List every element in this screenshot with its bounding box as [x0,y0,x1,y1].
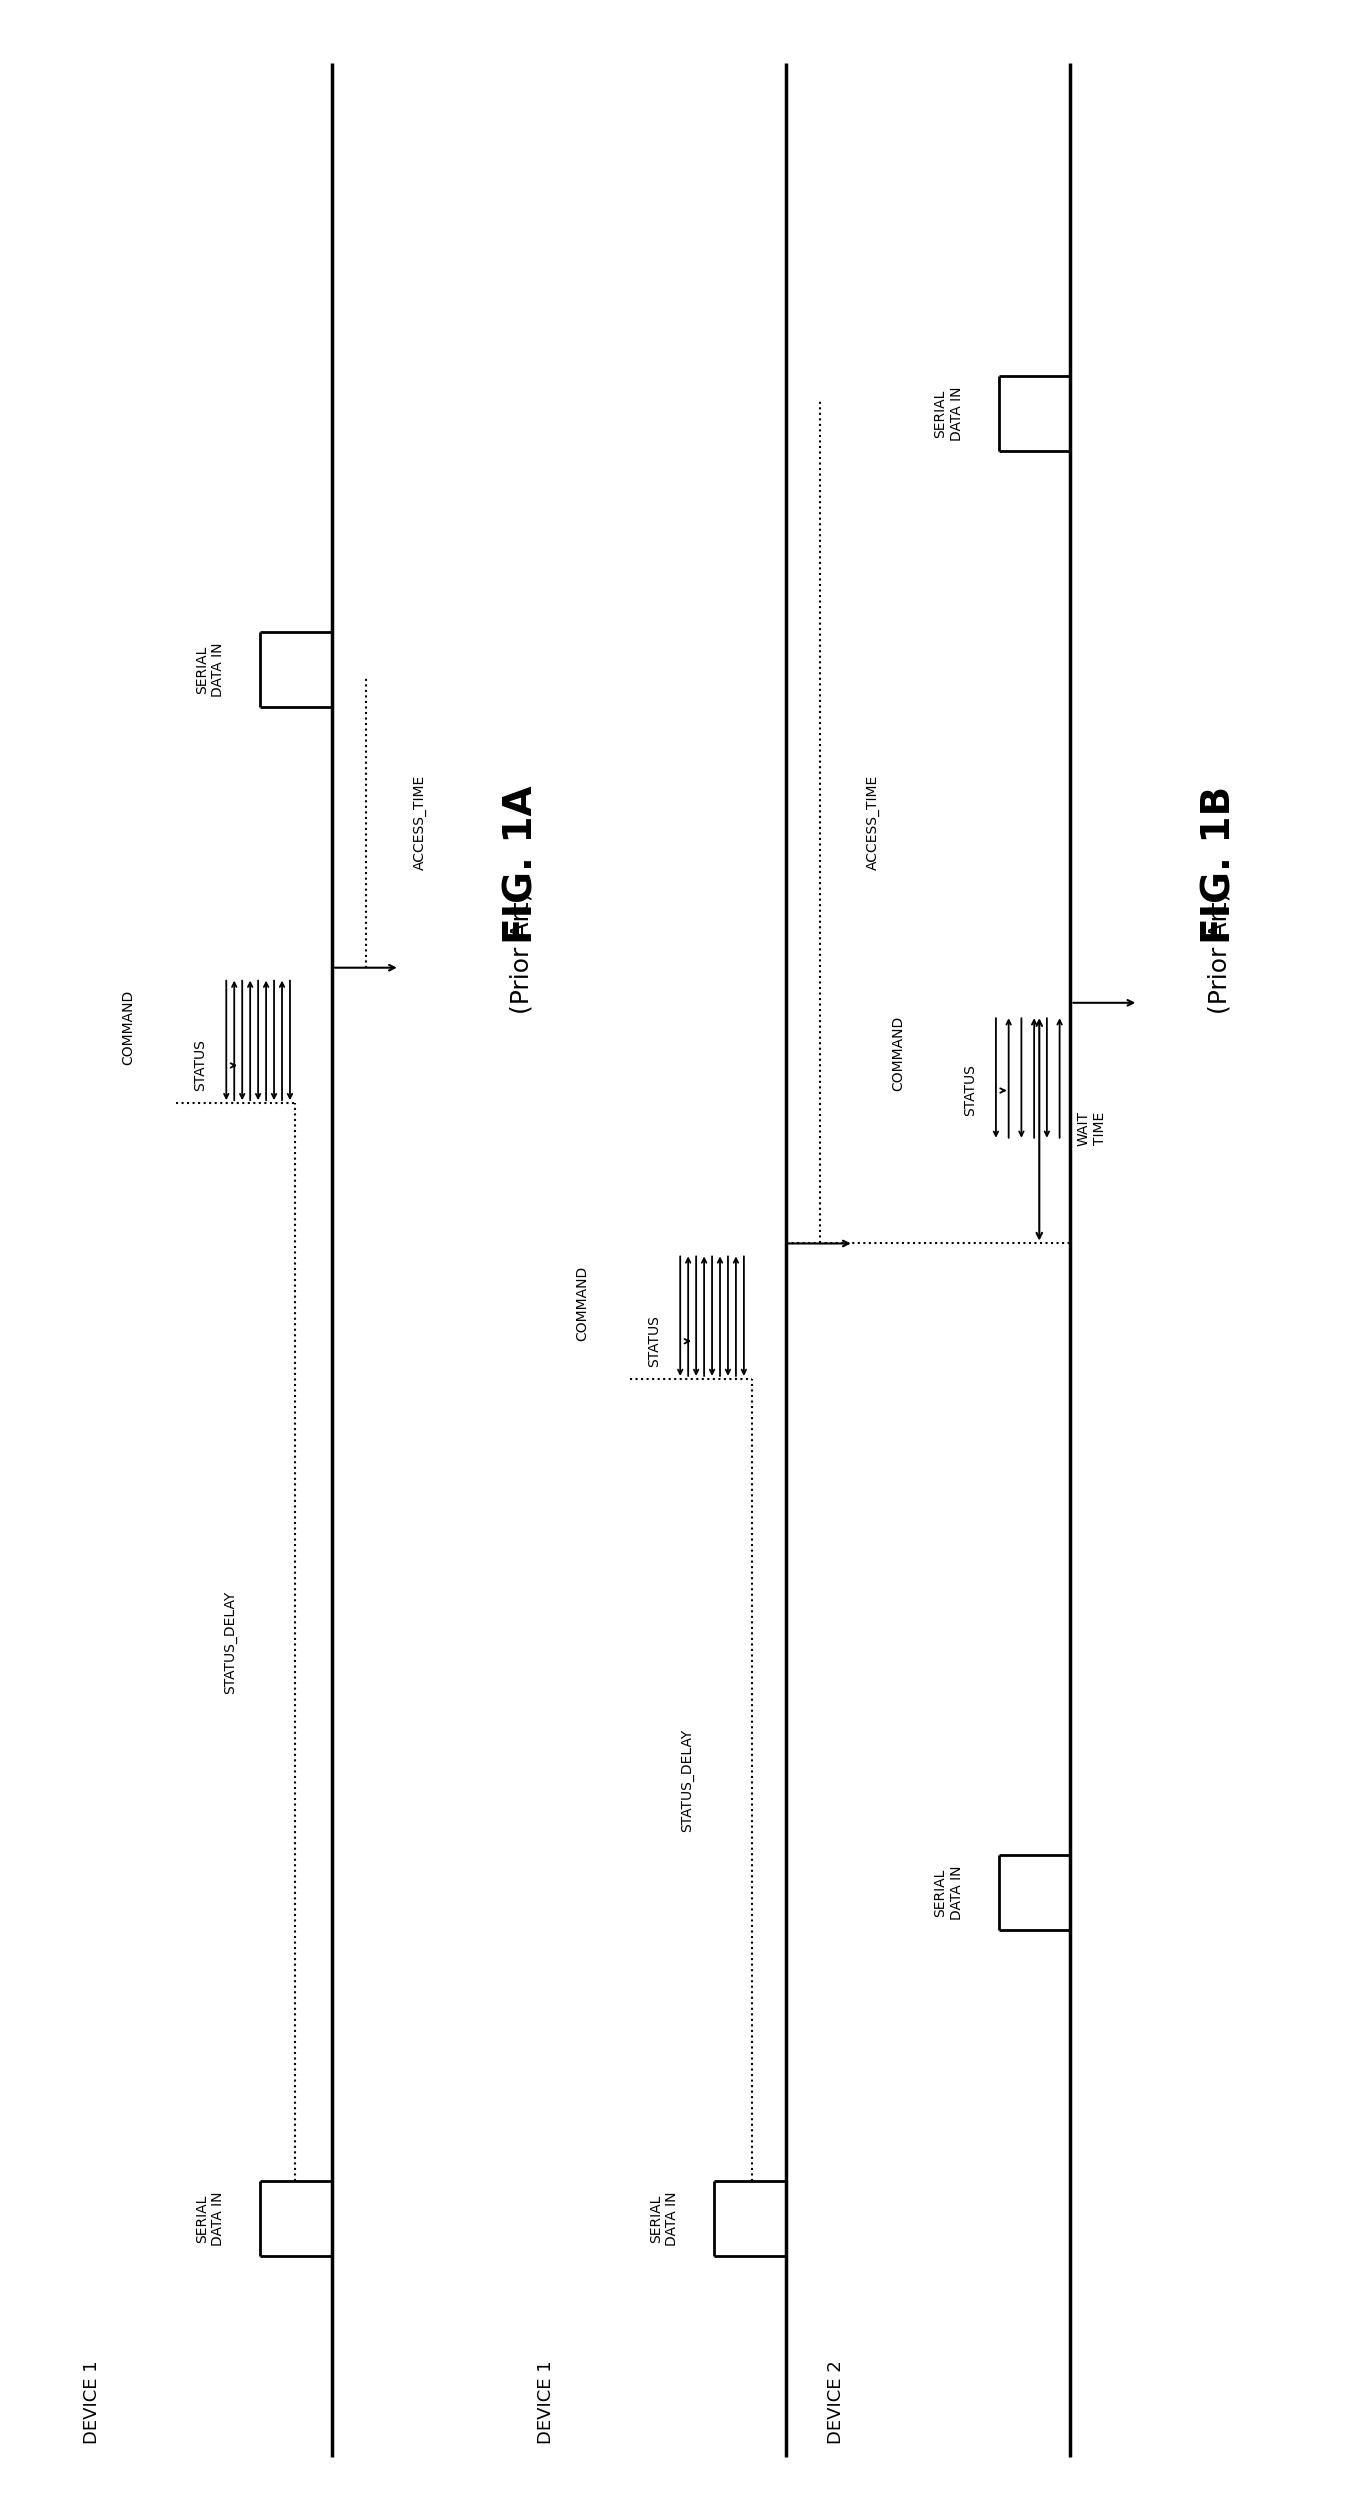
Text: COMMAND: COMMAND [122,990,136,1065]
Text: STATUS_DELAY: STATUS_DELAY [224,1589,237,1695]
Text: FIG. 1B: FIG. 1B [1201,785,1238,945]
Text: FIG. 1A: FIG. 1A [503,785,541,945]
Text: COMMAND: COMMAND [892,1015,905,1091]
Text: ACCESS_TIME: ACCESS_TIME [866,775,879,870]
Text: (Prior Art): (Prior Art) [1207,892,1232,1013]
Text: ACCESS_TIME: ACCESS_TIME [413,775,427,870]
Text: STATUS: STATUS [194,1040,207,1091]
Text: SERIAL
DATA IN: SERIAL DATA IN [195,642,225,697]
Text: SERIAL
DATA IN: SERIAL DATA IN [649,2191,679,2246]
Text: WAIT
TIME: WAIT TIME [1077,1111,1107,1146]
Text: STATUS: STATUS [648,1316,661,1366]
Text: SERIAL
DATA IN: SERIAL DATA IN [195,2191,225,2246]
Text: DEVICE 1: DEVICE 1 [83,2362,102,2444]
Text: STATUS_DELAY: STATUS_DELAY [680,1727,694,1833]
Text: SERIAL
DATA IN: SERIAL DATA IN [934,1865,963,1920]
Text: DEVICE 1: DEVICE 1 [537,2362,556,2444]
Text: SERIAL
DATA IN: SERIAL DATA IN [934,386,963,441]
Text: STATUS: STATUS [963,1065,977,1116]
Text: DEVICE 2: DEVICE 2 [827,2362,846,2444]
Text: COMMAND: COMMAND [576,1266,589,1341]
Text: (Prior Art): (Prior Art) [509,892,534,1013]
